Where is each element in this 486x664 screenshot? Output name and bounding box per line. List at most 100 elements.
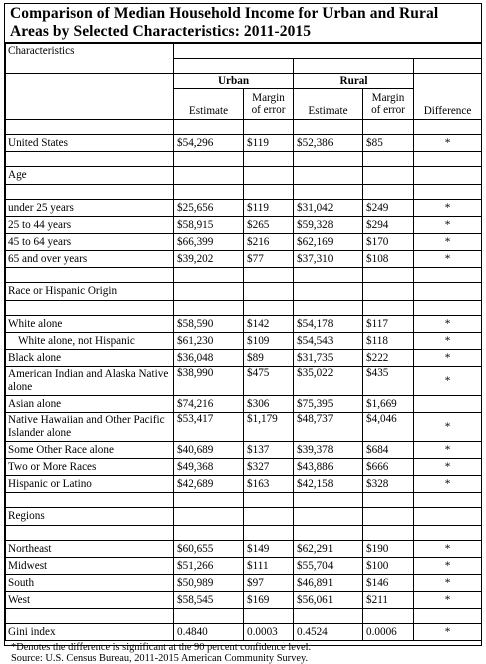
blank-cell	[413, 525, 482, 541]
urban-margin: 0.0003	[243, 623, 294, 641]
urban-estimate: $66,399	[173, 233, 244, 251]
blank-cell	[362, 282, 414, 301]
rural-margin: $249	[362, 199, 414, 217]
row-label: 45 to 64 years	[5, 233, 174, 251]
urban-margin: $265	[243, 216, 294, 234]
table-row: American Indian and Alaska Native alone $…	[5, 366, 482, 396]
blank-cell	[362, 267, 414, 283]
rural-margin: $211	[362, 591, 414, 609]
table-row: Black alone $36,048 $89 $31,735 $222 *	[5, 349, 482, 367]
rural-margin: $170	[362, 233, 414, 251]
blank-cell	[5, 492, 174, 508]
blank-cell	[243, 184, 294, 200]
rural-estimate: 0.4524	[293, 623, 363, 641]
urban-margin-header: Margin of error	[243, 88, 294, 120]
rural-estimate: $54,178	[293, 315, 363, 333]
rural-estimate: $56,061	[293, 591, 363, 609]
income-table: Characteristics Urban Rural Estimate Mar…	[5, 43, 482, 641]
blank-cell	[362, 492, 414, 508]
header-spacer	[5, 88, 174, 120]
urban-estimate: $61,230	[173, 332, 244, 350]
table-row: White alone $58,590 $142 $54,178 $117 *	[5, 315, 482, 333]
difference-flag: *	[413, 475, 482, 493]
table-row: Some Other Race alone $40,689 $137 $39,378 $…	[5, 441, 482, 459]
section-label: Age	[5, 166, 174, 185]
margin-line1: Margin	[252, 92, 285, 104]
urban-estimate: $40,689	[173, 441, 244, 459]
row-label: White alone, not Hispanic	[5, 332, 174, 350]
blank-cell	[173, 166, 244, 185]
rural-margin: $146	[362, 574, 414, 592]
urban-margin: $119	[243, 134, 294, 152]
table-row: United States $54,296 $119 $52,386 $85 *	[5, 134, 482, 152]
blank-row	[5, 119, 482, 135]
row-label: Asian alone	[5, 395, 174, 413]
difference-flag: *	[413, 458, 482, 476]
urban-margin: $137	[243, 441, 294, 459]
blank-cell	[243, 119, 294, 135]
rural-margin: $190	[362, 540, 414, 558]
row-label: Two or More Races	[5, 458, 174, 476]
blank-cell	[362, 184, 414, 200]
section-label: Race or Hispanic Origin	[5, 282, 174, 301]
rural-estimate: $48,737	[293, 412, 363, 442]
urban-estimate: $50,989	[173, 574, 244, 592]
blank-cell	[173, 525, 244, 541]
table-row: Hispanic or Latino $42,689 $163 $42,158 $328…	[5, 475, 482, 493]
rural-estimate-header: Estimate	[293, 88, 363, 120]
blank-row	[5, 492, 482, 508]
blank-cell	[293, 525, 363, 541]
margin-line2: of error	[251, 104, 286, 116]
blank-cell	[413, 166, 482, 185]
footnotes: *Denotes the difference is significant a…	[5, 641, 481, 664]
blank-cell	[293, 282, 363, 301]
table-row: West $58,545 $169 $56,061 $211 *	[5, 591, 482, 609]
header-blank	[173, 43, 482, 59]
urban-margin: $1,179	[243, 412, 294, 442]
table-row: under 25 years $25,656 $119 $31,042 $249 *	[5, 199, 482, 217]
rural-estimate: $46,891	[293, 574, 363, 592]
difference-flag: *	[413, 540, 482, 558]
blank-cell	[173, 507, 244, 526]
row-label: Hispanic or Latino	[5, 475, 174, 493]
blank-cell	[293, 119, 363, 135]
row-label: 65 and over years	[5, 250, 174, 268]
header-spacer	[173, 58, 294, 74]
difference-header: Difference	[413, 88, 482, 120]
blank-cell	[413, 184, 482, 200]
urban-margin: $327	[243, 458, 294, 476]
table-row: 65 and over years $39,202 $77 $37,310 $108 *	[5, 250, 482, 268]
row-label: Some Other Race alone	[5, 441, 174, 459]
urban-estimate: $53,417	[173, 412, 244, 442]
difference-flag: *	[413, 441, 482, 459]
difference-flag: *	[413, 591, 482, 609]
difference-flag: *	[413, 557, 482, 575]
urban-margin: $169	[243, 591, 294, 609]
blank-cell	[243, 282, 294, 301]
blank-cell	[243, 300, 294, 316]
rural-margin: $1,669	[362, 395, 414, 413]
blank-row	[5, 525, 482, 541]
blank-row	[5, 608, 482, 624]
urban-estimate: $60,655	[173, 540, 244, 558]
difference-flag: *	[413, 412, 482, 442]
urban-estimate: $74,216	[173, 395, 244, 413]
blank-cell	[243, 507, 294, 526]
rural-estimate: $62,291	[293, 540, 363, 558]
row-label: American Indian and Alaska Native alone	[5, 366, 174, 396]
blank-cell	[173, 300, 244, 316]
urban-margin: $475	[243, 366, 294, 396]
table-row: 25 to 44 years $58,915 $265 $59,328 $294 *	[5, 216, 482, 234]
rural-estimate: $59,328	[293, 216, 363, 234]
table-row: Two or More Races $49,368 $327 $43,886 $666 *	[5, 458, 482, 476]
blank-cell	[173, 282, 244, 301]
blank-cell	[243, 267, 294, 283]
blank-cell	[5, 267, 174, 283]
blank-cell	[413, 507, 482, 526]
blank-cell	[5, 300, 174, 316]
blank-cell	[293, 507, 363, 526]
blank-cell	[5, 151, 174, 167]
rural-margin: $108	[362, 250, 414, 268]
rural-margin: $222	[362, 349, 414, 367]
section-row: Regions	[5, 507, 482, 526]
